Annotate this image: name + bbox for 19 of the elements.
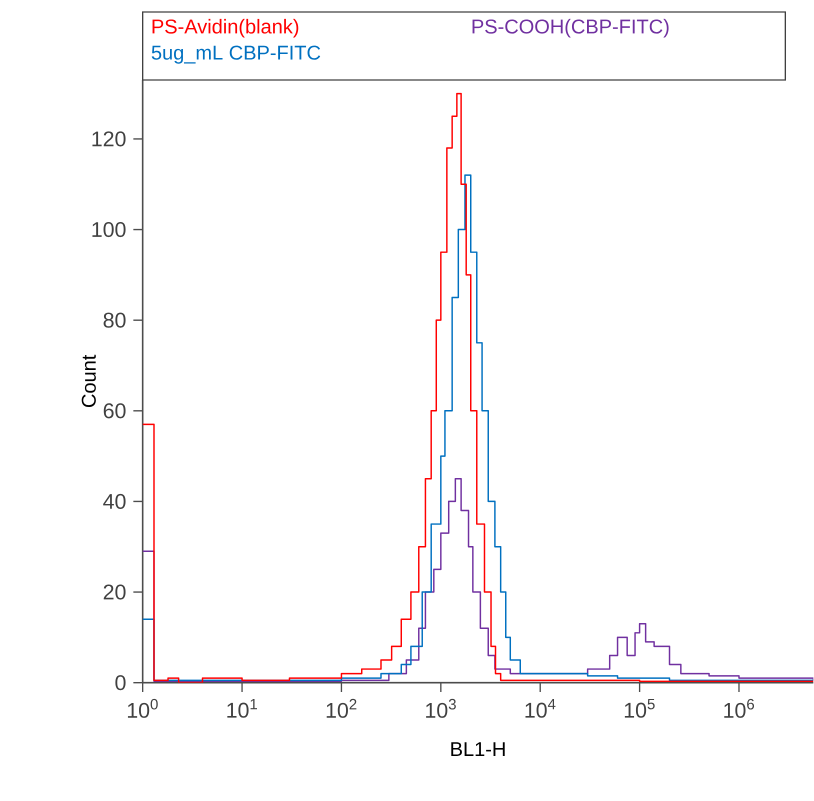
x-tick-label: 10$^{2}$ [326, 698, 356, 718]
text: 5ug_mL CBP-FITC [152, 46, 320, 64]
x-tick-label: 10$^{0}$ [128, 698, 158, 718]
text: PS-COOH(CBP-FITC) [472, 18, 669, 38]
y-tick-label: 120 [92, 131, 126, 146]
x-tick-label: 10$^{4}$ [525, 698, 556, 718]
y-tick-label: 80 [104, 312, 126, 328]
x-tick-label: 10$^{6}$ [724, 698, 754, 718]
x-axis-title: BL1-H [451, 742, 505, 756]
x-tick-label: 10$^{3}$ [426, 698, 456, 718]
x-tick-label: 10$^{1}$ [227, 698, 257, 718]
y-tick-label: 60 [104, 403, 126, 418]
y-tick-label: 40 [103, 494, 126, 509]
y-tick-label: 0 [115, 675, 126, 690]
text: PS-Avidin(blank) [152, 18, 298, 38]
y-tick-label: 20 [104, 584, 126, 600]
y-axis-title: Count [82, 354, 96, 407]
y-tick-label: 100 [92, 222, 126, 238]
x-tick-label: 10$^{5}$ [624, 698, 655, 718]
